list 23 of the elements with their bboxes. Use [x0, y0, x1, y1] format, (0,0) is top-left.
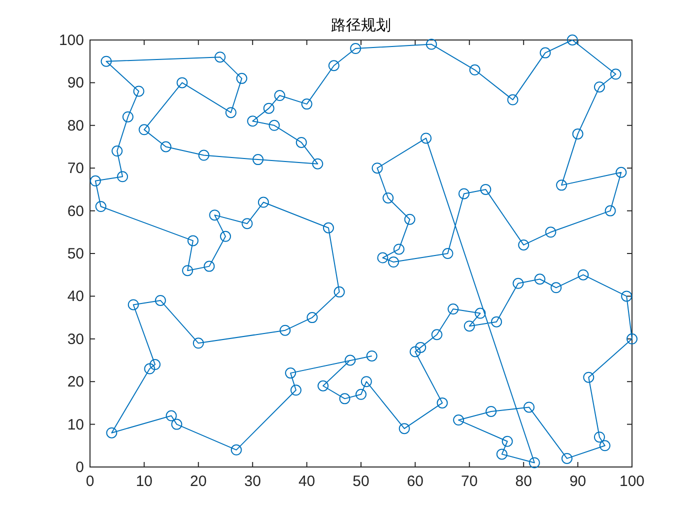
y-tick-label: 70: [67, 160, 84, 178]
y-tick-label: 60: [67, 202, 84, 220]
x-tick-label: 100: [619, 473, 645, 490]
y-tick-label: 90: [67, 74, 84, 92]
y-tick-label: 100: [58, 32, 84, 49]
y-tick-label: 50: [67, 246, 84, 262]
x-tick-label: 80: [515, 473, 532, 490]
x-tick-label: 70: [461, 473, 478, 490]
y-tick-label: 0: [76, 459, 84, 476]
x-tick-label: 50: [352, 473, 370, 490]
y-tick-label: 20: [67, 374, 84, 391]
y-tick-label: 10: [67, 416, 84, 434]
chart-title: 路径规划: [331, 17, 391, 34]
x-tick-label: 90: [569, 473, 586, 490]
x-tick-label: 30: [244, 473, 261, 490]
x-tick-label: 0: [86, 473, 94, 490]
x-tick-label: 40: [298, 473, 316, 490]
x-tick-label: 10: [136, 473, 153, 490]
y-tick-label: 80: [67, 117, 84, 134]
y-tick-label: 30: [67, 330, 84, 348]
y-tick-label: 40: [67, 288, 84, 306]
x-tick-label: 60: [406, 473, 424, 490]
x-tick-label: 20: [190, 473, 207, 490]
